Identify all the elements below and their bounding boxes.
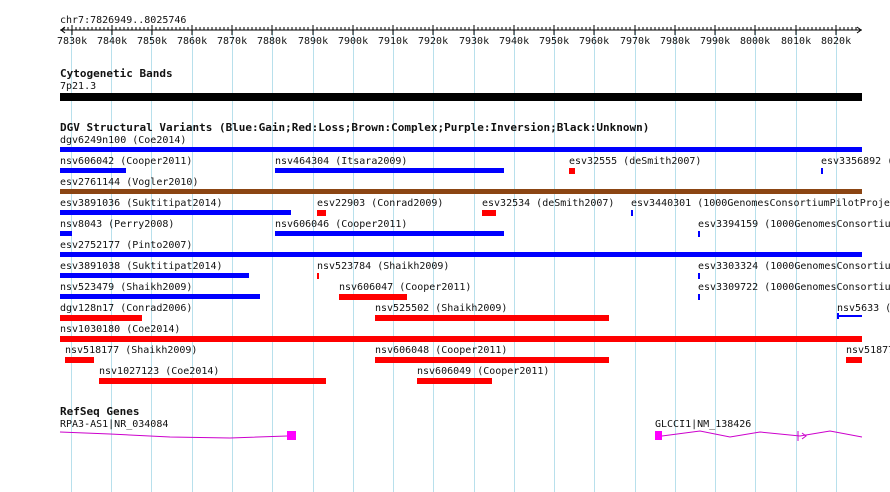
feature-label: esv3891038 (Suktitipat2014) bbox=[60, 261, 223, 272]
tick-label: 7850k bbox=[137, 36, 168, 47]
track-title-refseq-genes[interactable]: RefSeq Genes bbox=[60, 405, 140, 418]
tick-label: 7980k bbox=[660, 36, 691, 47]
variant-bar[interactable] bbox=[99, 378, 326, 384]
track-title-cytogenetic-bands[interactable]: Cytogenetic Bands bbox=[60, 67, 173, 80]
variant-bar[interactable] bbox=[417, 378, 492, 384]
variant-bar[interactable] bbox=[482, 210, 496, 216]
feature-label: nsv525502 (Shaikh2009) bbox=[375, 303, 508, 314]
feature-label: nsv51877 bbox=[846, 345, 890, 356]
feature-label: nsv523784 (Shaikh2009) bbox=[317, 261, 450, 272]
feature-label: esv3356892 ( bbox=[821, 156, 890, 167]
variant-bar[interactable] bbox=[375, 357, 609, 363]
variant-bar[interactable] bbox=[60, 231, 72, 236]
ruler-axis bbox=[60, 25, 862, 35]
tick-label: 7930k bbox=[459, 36, 490, 47]
gene-model-rpa3-as1[interactable] bbox=[59, 431, 296, 440]
tick-label: 7950k bbox=[539, 36, 570, 47]
feature-label: nsv518177 (Shaikh2009) bbox=[65, 345, 198, 356]
tick-label: 7860k bbox=[177, 36, 208, 47]
gene-label: GLCCI1|NM_138426 bbox=[655, 419, 752, 430]
variant-bar[interactable] bbox=[60, 168, 126, 173]
variant-bar[interactable] bbox=[846, 357, 862, 363]
feature-label: nsv606047 (Cooper2011) bbox=[339, 282, 472, 293]
tick-label: 7940k bbox=[499, 36, 530, 47]
cytoband-label: 7p21.3 bbox=[60, 81, 97, 92]
tick-label: 7910k bbox=[378, 36, 409, 47]
variant-bar[interactable] bbox=[65, 357, 94, 363]
track-title-dgv-structural-variants[interactable]: DGV Structural Variants (Blue:Gain;Red:L… bbox=[60, 121, 650, 134]
tick-label: 8000k bbox=[740, 36, 771, 47]
variant-bar[interactable] bbox=[698, 231, 700, 237]
tick-label: 7960k bbox=[579, 36, 610, 47]
variant-bar[interactable] bbox=[569, 168, 575, 174]
feature-label: esv3440301 (1000GenomesConsortiumPilotPr… bbox=[631, 198, 890, 209]
feature-label: nsv606042 (Cooper2011) bbox=[60, 156, 193, 167]
variant-bar[interactable] bbox=[821, 168, 823, 174]
feature-label: esv2752177 (Pinto2007) bbox=[60, 240, 193, 251]
variant-bar[interactable] bbox=[60, 210, 291, 215]
variant-bar[interactable] bbox=[275, 168, 504, 173]
variant-bar[interactable] bbox=[631, 210, 633, 216]
feature-label: dgv6249n100 (Coe2014) bbox=[60, 135, 187, 146]
variant-bar[interactable] bbox=[60, 294, 260, 299]
feature-label: nsv606048 (Cooper2011) bbox=[375, 345, 508, 356]
variant-bar[interactable] bbox=[60, 273, 249, 278]
gene-model-glcci1[interactable] bbox=[655, 430, 863, 441]
variant-bar[interactable] bbox=[60, 147, 862, 152]
tick-label: 8010k bbox=[781, 36, 812, 47]
tick-label: 7990k bbox=[700, 36, 731, 47]
variant-bar[interactable] bbox=[375, 315, 609, 321]
tick-label: 7880k bbox=[257, 36, 288, 47]
tick-label: 8020k bbox=[821, 36, 852, 47]
feature-label: esv3303324 (1000GenomesConsortiu bbox=[698, 261, 890, 272]
feature-label: nsv523479 (Shaikh2009) bbox=[60, 282, 193, 293]
variant-bar[interactable] bbox=[60, 336, 862, 342]
variant-bar[interactable] bbox=[275, 231, 504, 236]
variant-bar[interactable] bbox=[339, 294, 407, 300]
cytoband-bar[interactable] bbox=[60, 93, 862, 101]
feature-label: esv32555 (deSmith2007) bbox=[569, 156, 702, 167]
feature-label: nsv464304 (Itsara2009) bbox=[275, 156, 408, 167]
variant-bar[interactable] bbox=[317, 273, 319, 279]
feature-label: nsv606049 (Cooper2011) bbox=[417, 366, 550, 377]
variant-bar[interactable] bbox=[698, 273, 700, 279]
tick-label: 7830k bbox=[57, 36, 88, 47]
feature-label: nsv5633 ( bbox=[837, 303, 890, 314]
tick-label: 7920k bbox=[418, 36, 449, 47]
variant-bar[interactable] bbox=[837, 315, 862, 317]
feature-label: nsv8043 (Perry2008) bbox=[60, 219, 175, 230]
variant-bar[interactable] bbox=[60, 315, 142, 321]
feature-label: dgv128n17 (Conrad2006) bbox=[60, 303, 193, 314]
variant-bar[interactable] bbox=[317, 210, 326, 216]
gene-label: RPA3-AS1|NR_034084 bbox=[60, 419, 169, 430]
tick-label: 7970k bbox=[620, 36, 651, 47]
region-label: chr7:7826949..8025746 bbox=[60, 15, 187, 26]
feature-label: esv2761144 (Vogler2010) bbox=[60, 177, 199, 188]
tick-label: 7840k bbox=[97, 36, 128, 47]
tick-label: 7890k bbox=[298, 36, 329, 47]
feature-label: esv22903 (Conrad2009) bbox=[317, 198, 444, 209]
feature-label: nsv1027123 (Coe2014) bbox=[99, 366, 220, 377]
tick-label: 7900k bbox=[338, 36, 369, 47]
tick-label: 7870k bbox=[217, 36, 248, 47]
variant-bar-end bbox=[837, 313, 839, 319]
feature-label: esv3309722 (1000GenomesConsortiu bbox=[698, 282, 890, 293]
variant-bar[interactable] bbox=[60, 189, 862, 194]
variant-bar[interactable] bbox=[60, 252, 862, 257]
feature-label: nsv1030180 (Coe2014) bbox=[60, 324, 181, 335]
feature-label: esv32534 (deSmith2007) bbox=[482, 198, 615, 209]
feature-label: esv3891036 (Suktitipat2014) bbox=[60, 198, 223, 209]
feature-label: esv3394159 (1000GenomesConsortiu bbox=[698, 219, 890, 230]
feature-label: nsv606046 (Cooper2011) bbox=[275, 219, 408, 230]
variant-bar[interactable] bbox=[698, 294, 700, 300]
